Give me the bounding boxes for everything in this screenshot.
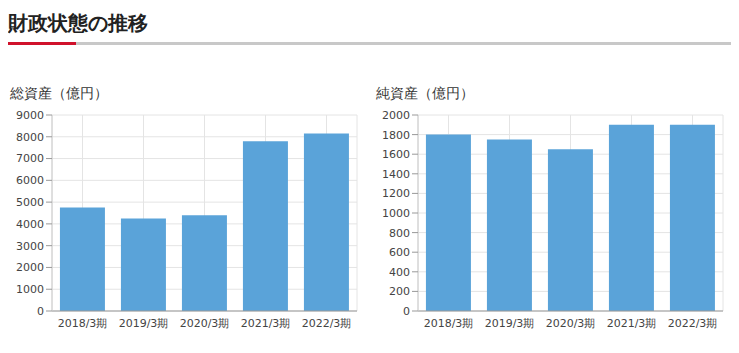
svg-text:8000: 8000 xyxy=(16,131,44,144)
svg-text:1600: 1600 xyxy=(382,148,410,161)
svg-text:2018/3期: 2018/3期 xyxy=(424,317,474,330)
html-text:純資産（億円）: 純資産（億円） xyxy=(376,85,474,101)
svg-text:2022/3期: 2022/3期 xyxy=(668,317,718,330)
svg-text:2020/3期: 2020/3期 xyxy=(546,317,596,330)
svg-text:9000: 9000 xyxy=(16,109,44,122)
svg-text:2021/3期: 2021/3期 xyxy=(607,317,657,330)
svg-text:2018/3期: 2018/3期 xyxy=(58,317,108,330)
svg-text:2021/3期: 2021/3期 xyxy=(241,317,291,330)
svg-text:1000: 1000 xyxy=(382,207,410,220)
svg-text:0: 0 xyxy=(403,305,410,318)
svg-text:2020/3期: 2020/3期 xyxy=(180,317,230,330)
svg-text:2000: 2000 xyxy=(16,261,44,274)
svg-text:1000: 1000 xyxy=(16,283,44,296)
svg-text:7000: 7000 xyxy=(16,152,44,165)
svg-text:4000: 4000 xyxy=(16,218,44,231)
svg-text:2019/3期: 2019/3期 xyxy=(119,317,169,330)
svg-text:2022/3期: 2022/3期 xyxy=(302,317,352,330)
svg-text:2000: 2000 xyxy=(382,109,410,122)
html-text:財政状態の推移: 財政状態の推移 xyxy=(8,11,148,35)
svg-text:200: 200 xyxy=(389,285,410,298)
svg-text:6000: 6000 xyxy=(16,174,44,187)
svg-text:0: 0 xyxy=(37,305,44,318)
svg-text:1800: 1800 xyxy=(382,129,410,142)
svg-text:600: 600 xyxy=(389,246,410,259)
svg-text:800: 800 xyxy=(389,227,410,240)
html-text:総資産（億円）: 総資産（億円） xyxy=(10,85,108,101)
svg-text:1200: 1200 xyxy=(382,187,410,200)
svg-text:1400: 1400 xyxy=(382,168,410,181)
svg-text:400: 400 xyxy=(389,266,410,279)
svg-text:2019/3期: 2019/3期 xyxy=(485,317,535,330)
svg-text:5000: 5000 xyxy=(16,196,44,209)
svg-text:3000: 3000 xyxy=(16,240,44,253)
